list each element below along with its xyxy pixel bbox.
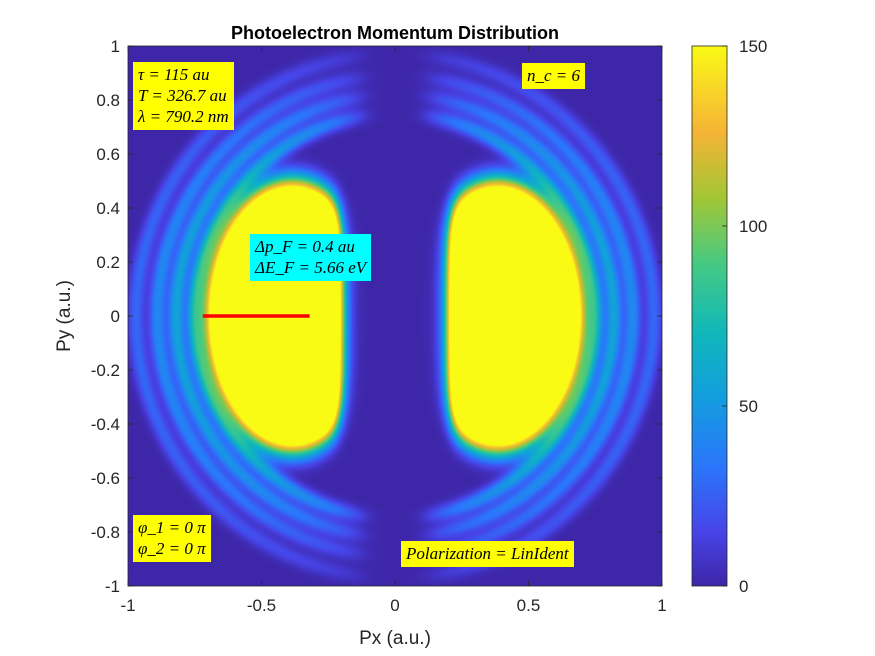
polarization-annotation: Polarization = LinIdent	[406, 544, 569, 563]
y-tick-label: 0	[111, 307, 120, 326]
y-axis-label: Py (a.u.)	[54, 280, 75, 352]
y-tick-label: -0.6	[91, 469, 120, 488]
chart-title: Photoelectron Momentum Distribution	[231, 23, 559, 43]
y-tick-label: -0.8	[91, 523, 120, 542]
cycles-annotation: n_c = 6	[527, 66, 581, 85]
y-tick-label: 0.2	[96, 253, 120, 272]
plot-frame	[127, 45, 663, 587]
delta-e-annotation: ΔE_F = 5.66 eV	[255, 258, 367, 277]
x-tick-label: -1	[120, 596, 135, 615]
pulse-parameters-box: τ = 115 au T = 326.7 au λ = 790.2 nm	[133, 62, 234, 130]
x-tick-label: -0.5	[247, 596, 276, 615]
colorbar: 0 50 100 150	[691, 37, 767, 596]
x-tick-label: 0	[390, 596, 399, 615]
y-tick-label: -0.4	[91, 415, 120, 434]
tau-annotation: τ = 115 au	[138, 65, 210, 84]
y-tick-label: 0.4	[96, 199, 120, 218]
colorbar-tick-label: 50	[739, 397, 758, 416]
x-tick-label: 0.5	[517, 596, 541, 615]
y-tick-label: 0.8	[96, 91, 120, 110]
colorbar-ticks: 0 50 100 150	[722, 37, 767, 596]
fermi-box: Δp_F = 0.4 au ΔE_F = 5.66 eV	[250, 234, 372, 281]
x-axis-label: Px (a.u.)	[359, 628, 431, 649]
y-tick-label: -0.2	[91, 361, 120, 380]
colorbar-frame	[691, 45, 728, 587]
cycles-box: n_c = 6	[522, 63, 586, 89]
y-tick-label: 1	[111, 37, 120, 56]
colorbar-gradient	[692, 46, 727, 586]
phase-box: φ_1 = 0 π φ_2 = 0 π	[133, 515, 211, 562]
phi2-annotation: φ_2 = 0 π	[138, 539, 206, 558]
colorbar-tick-label: 100	[739, 217, 767, 236]
wavelength-annotation: λ = 790.2 nm	[138, 107, 229, 126]
delta-p-annotation: Δp_F = 0.4 au	[255, 237, 355, 256]
x-tick-label: 1	[657, 596, 666, 615]
phi1-annotation: φ_1 = 0 π	[138, 518, 206, 537]
y-tick-label: 0.6	[96, 145, 120, 164]
colorbar-tick-label: 0	[739, 577, 748, 596]
colorbar-tick-label: 150	[739, 37, 767, 56]
period-annotation: T = 326.7 au	[138, 86, 227, 105]
polarization-box: Polarization = LinIdent	[401, 541, 574, 567]
x-axis: -1 -0.5 0 0.5 1	[120, 46, 667, 615]
y-tick-label: -1	[105, 577, 120, 596]
